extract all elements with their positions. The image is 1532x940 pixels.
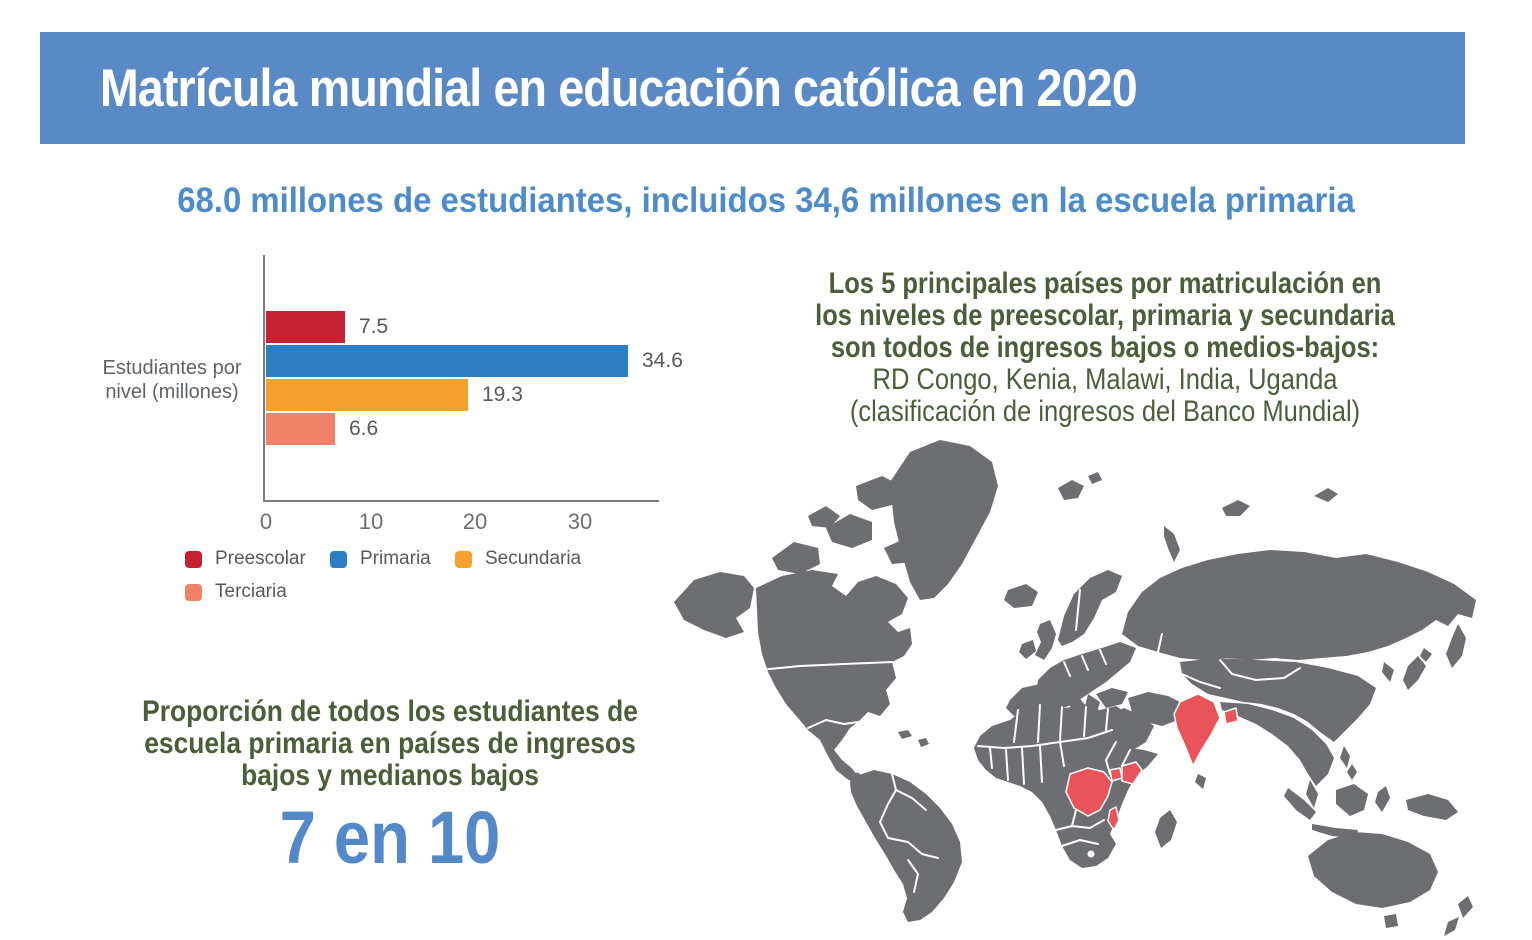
bar-value-label: 7.5 xyxy=(359,315,389,338)
map-turkey xyxy=(1096,688,1128,708)
legend-label: Preescolar xyxy=(215,548,306,569)
top-countries-note: Los 5 principales países por matriculaci… xyxy=(769,268,1441,428)
map-korea xyxy=(1382,662,1394,682)
legend-swatch xyxy=(455,550,472,568)
map-caribbean xyxy=(918,738,929,747)
map-country-india-northeast xyxy=(1223,707,1239,725)
map-new-guinea xyxy=(1406,794,1458,820)
map-europe xyxy=(1036,642,1136,712)
map-australia xyxy=(1308,832,1438,908)
map-country-india xyxy=(1173,693,1221,767)
y-axis-line xyxy=(263,255,265,502)
map-sumatra xyxy=(1284,788,1316,820)
world-map xyxy=(674,440,1476,936)
note-line: RD Congo, Kenia, Malawi, India, Uganda xyxy=(872,363,1338,396)
map-kamchatka xyxy=(1446,624,1466,668)
map-malay-peninsula xyxy=(1306,780,1318,808)
legend-item-terciaria: Terciaria xyxy=(185,581,330,603)
map-sulawesi xyxy=(1375,786,1390,812)
map-arctic-islands xyxy=(772,542,820,574)
proportion-note: Proporción de todos los estudiantes de e… xyxy=(108,696,671,876)
bar-secundaria xyxy=(266,379,468,411)
map-new-zealand xyxy=(1444,917,1459,936)
note-line: escuela primaria en países de ingresos xyxy=(144,727,636,760)
note-line: son todos de ingresos bajos o medios-baj… xyxy=(830,331,1380,364)
map-sri-lanka xyxy=(1195,774,1206,789)
legend-label: Secundaria xyxy=(485,548,582,569)
chart-axis-label: Estudiantes por nivel (millones) xyxy=(102,357,242,403)
plot-area: 7.5 34.6 19.3 6.6 0 10 20 30 xyxy=(260,255,683,534)
page-title: Matrícula mundial en educación católica … xyxy=(99,58,1138,118)
map-united-kingdom xyxy=(1035,620,1056,660)
legend-item-primaria: Primaria xyxy=(330,548,455,570)
map-ireland xyxy=(1019,640,1036,659)
map-country-uganda xyxy=(1109,767,1123,782)
map-novaya-zemlya xyxy=(1164,526,1180,562)
note-line: Proporción de todos los estudiantes de xyxy=(142,695,638,728)
bar-value-label: 34.6 xyxy=(642,349,683,372)
legend-swatch xyxy=(330,550,347,568)
bar-value-label: 19.3 xyxy=(482,383,523,406)
note-line: los niveles de preescolar, primaria y se… xyxy=(815,299,1395,332)
map-border-lines xyxy=(879,773,939,893)
map-arctic-islands xyxy=(1222,500,1250,516)
map-new-zealand xyxy=(1458,896,1473,918)
chart-legend: Preescolar Primaria Secundaria Terciaria xyxy=(185,548,645,603)
proportion-ratio: 7 en 10 xyxy=(279,796,501,879)
map-southeast-asia xyxy=(1220,702,1334,786)
map-iceland xyxy=(1004,584,1038,608)
map-svalbard xyxy=(1088,472,1102,484)
map-lesotho-ring xyxy=(1087,850,1095,858)
note-line: Los 5 principales países por matriculaci… xyxy=(828,267,1382,300)
legend-label: Terciaria xyxy=(215,581,287,602)
legend-swatch xyxy=(185,550,202,568)
legend-item-secundaria: Secundaria xyxy=(455,548,615,570)
map-country-malawi xyxy=(1107,806,1120,831)
x-axis-line xyxy=(263,500,659,502)
bar-primaria xyxy=(266,345,628,377)
map-greenland xyxy=(890,440,998,600)
map-scandinavia xyxy=(1058,570,1122,646)
map-land xyxy=(674,440,1476,936)
legend-item-preescolar: Preescolar xyxy=(185,548,330,570)
map-arctic-islands xyxy=(826,514,872,548)
bar-preescolar xyxy=(266,311,345,343)
map-japan xyxy=(1420,648,1432,662)
map-caribbean xyxy=(898,730,912,739)
map-highlights xyxy=(1065,693,1239,831)
map-svalbard xyxy=(1058,480,1084,500)
x-tick-label: 10 xyxy=(358,509,384,534)
map-north-america xyxy=(756,570,912,792)
map-arctic-islands xyxy=(808,506,840,528)
x-tick-label: 20 xyxy=(462,509,488,534)
x-tick-label: 30 xyxy=(567,509,593,534)
map-border-lines xyxy=(977,704,1133,847)
map-madagascar xyxy=(1155,810,1177,848)
map-philippines xyxy=(1340,746,1350,768)
banner: Matrícula mundial en educación católica … xyxy=(40,32,1465,144)
legend-label: Primaria xyxy=(360,548,431,569)
map-country-dr-congo xyxy=(1065,767,1113,817)
map-border-lines xyxy=(759,661,893,773)
legend-swatch xyxy=(185,583,202,601)
map-tasmania xyxy=(1384,914,1398,928)
x-tick-label: 0 xyxy=(259,509,273,534)
note-line: (clasificación de ingresos del Banco Mun… xyxy=(849,395,1361,428)
bar-value-label: 6.6 xyxy=(349,417,379,440)
map-country-kenya xyxy=(1121,761,1143,785)
map-border-lines xyxy=(1063,589,1301,689)
map-borders xyxy=(759,589,1301,893)
map-china-central-asia xyxy=(1180,658,1376,742)
map-borneo xyxy=(1336,784,1368,816)
headline-stat: 68.0 millones de estudiantes, incluidos … xyxy=(177,181,1355,220)
map-russia xyxy=(1122,550,1476,660)
map-arctic-islands xyxy=(1314,488,1338,502)
note-line: bajos y medianos bajos xyxy=(241,759,539,792)
bar-terciaria xyxy=(266,413,335,445)
map-japan xyxy=(1403,656,1426,690)
map-south-america xyxy=(850,770,962,922)
map-alaska xyxy=(674,572,754,638)
map-philippines xyxy=(1347,764,1357,780)
